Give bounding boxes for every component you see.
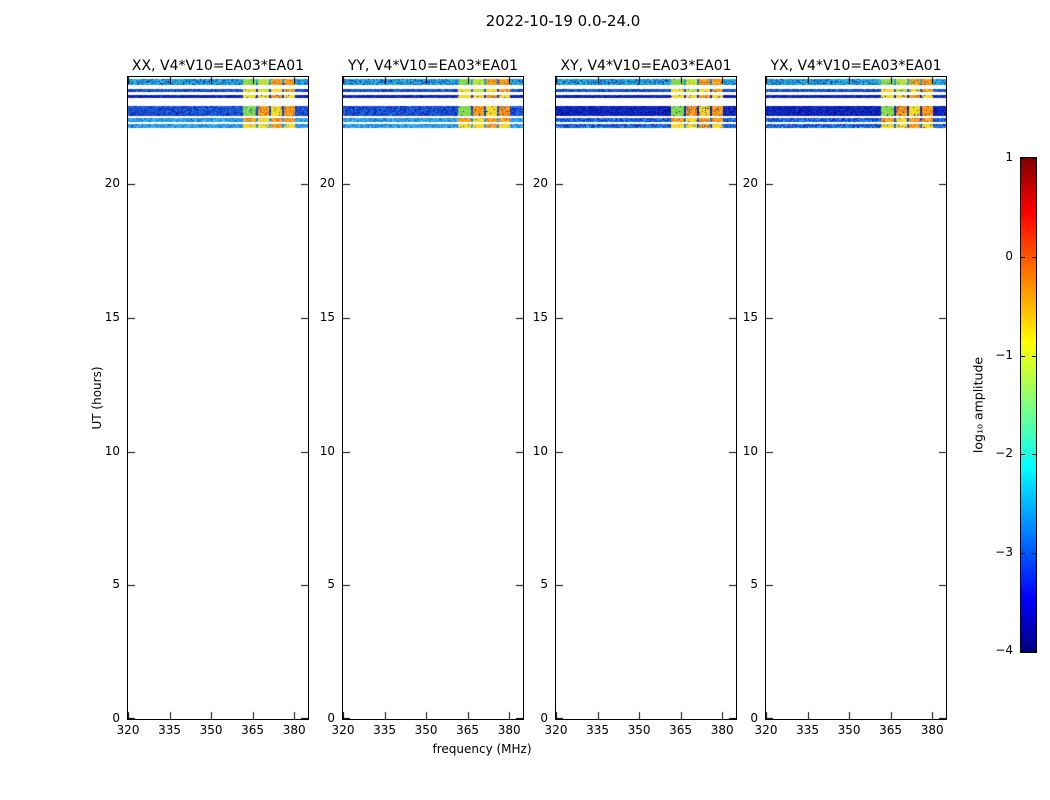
y-tick-label: 15 bbox=[532, 309, 548, 324]
x-tick-label: 380 bbox=[920, 723, 944, 737]
x-tick-label: 335 bbox=[796, 723, 819, 737]
x-tick-label: 350 bbox=[199, 723, 223, 737]
x-tick-label: 350 bbox=[414, 723, 438, 737]
panel-title-xy: XY, V4*V10=EA03*EA01 bbox=[560, 58, 732, 74]
y-tick-label: 20 bbox=[319, 176, 335, 190]
y-tick-label: 5 bbox=[540, 577, 548, 592]
y-tick-label: 0 bbox=[327, 711, 335, 725]
colorbar-tick-label: −3 bbox=[995, 545, 1013, 560]
x-tick-label: 380 bbox=[710, 723, 734, 737]
y-tick-label: 20 bbox=[104, 176, 120, 190]
x-tick-label: 350 bbox=[837, 723, 861, 737]
colorbar-gradient bbox=[1021, 158, 1036, 652]
y-tick-label: 0 bbox=[112, 711, 120, 725]
spectrogram-canvas-yy bbox=[343, 77, 523, 719]
x-tick-label: 365 bbox=[241, 723, 265, 737]
colorbar-tick bbox=[1021, 651, 1025, 652]
colorbar-tick bbox=[1021, 553, 1025, 555]
colorbar bbox=[1020, 157, 1037, 653]
x-tick-label: 350 bbox=[627, 723, 651, 737]
panel-yx bbox=[765, 76, 947, 720]
y-tick-label: 15 bbox=[319, 309, 335, 324]
x-tick-label: 365 bbox=[456, 723, 480, 737]
y-tick-label: 10 bbox=[104, 443, 120, 458]
spectrogram-canvas-xx bbox=[128, 77, 308, 719]
colorbar-tick bbox=[1021, 158, 1025, 159]
y-tick-label: 0 bbox=[540, 711, 548, 725]
colorbar-tick bbox=[1032, 553, 1036, 555]
y-tick-label: 10 bbox=[532, 443, 548, 458]
x-tick-label: 335 bbox=[158, 723, 181, 737]
colorbar-tick bbox=[1021, 355, 1025, 357]
spectrogram-canvas-yx bbox=[766, 77, 946, 719]
colorbar-tick bbox=[1032, 158, 1036, 159]
spectrogram-canvas-xy bbox=[556, 77, 736, 719]
y-tick-label: 10 bbox=[742, 443, 758, 458]
y-tick-label: 5 bbox=[750, 577, 758, 592]
colorbar-tick-label: −4 bbox=[995, 643, 1013, 657]
y-tick-label: 0 bbox=[750, 711, 758, 725]
y-tick-label: 20 bbox=[742, 176, 758, 190]
y-tick-label: 10 bbox=[319, 443, 335, 458]
x-tick-label: 335 bbox=[373, 723, 396, 737]
x-tick-label: 320 bbox=[544, 723, 568, 737]
panel-title-yy: YY, V4*V10=EA03*EA01 bbox=[347, 58, 519, 74]
x-tick-label: 320 bbox=[331, 723, 355, 737]
colorbar-label: log₁₀ amplitude bbox=[970, 356, 986, 454]
x-tick-label: 335 bbox=[586, 723, 609, 737]
y-tick-label: 5 bbox=[112, 577, 120, 592]
colorbar-tick bbox=[1021, 256, 1025, 258]
colorbar-tick bbox=[1032, 355, 1036, 357]
panel-title-yx: YX, V4*V10=EA03*EA01 bbox=[770, 58, 942, 74]
x-tick-label: 365 bbox=[879, 723, 903, 737]
y-tick-label: 20 bbox=[532, 176, 548, 190]
y-tick-label: 5 bbox=[327, 577, 335, 592]
colorbar-tick bbox=[1032, 651, 1036, 652]
x-tick-label: 320 bbox=[116, 723, 140, 737]
colorbar-tick-label: 1 bbox=[1005, 150, 1013, 164]
x-axis-label: frequency (MHz) bbox=[432, 742, 532, 756]
colorbar-tick bbox=[1021, 454, 1025, 456]
x-tick-label: 380 bbox=[497, 723, 521, 737]
panel-title-xx: XX, V4*V10=EA03*EA01 bbox=[131, 58, 305, 74]
colorbar-tick-label: −1 bbox=[995, 347, 1013, 362]
x-tick-label: 380 bbox=[282, 723, 306, 737]
panel-xx bbox=[127, 76, 309, 720]
x-tick-label: 320 bbox=[754, 723, 778, 737]
x-tick-label: 365 bbox=[669, 723, 693, 737]
y-tick-label: 15 bbox=[104, 309, 120, 324]
panel-xy bbox=[555, 76, 737, 720]
colorbar-tick bbox=[1032, 454, 1036, 456]
colorbar-tick-label: 0 bbox=[1005, 248, 1013, 263]
colorbar-tick bbox=[1032, 256, 1036, 258]
y-axis-label: UT (hours) bbox=[90, 366, 104, 430]
colorbar-tick-label: −2 bbox=[995, 446, 1013, 461]
figure-title: 2022-10-19 0.0-24.0 bbox=[485, 12, 641, 30]
y-tick-label: 15 bbox=[742, 309, 758, 324]
panel-yy bbox=[342, 76, 524, 720]
